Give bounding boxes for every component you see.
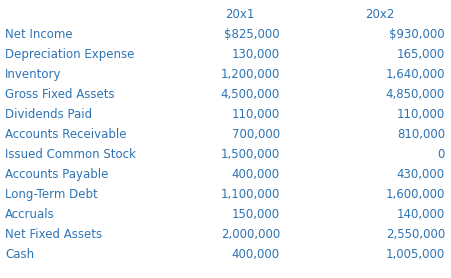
Text: 700,000: 700,000	[231, 128, 279, 141]
Text: $930,000: $930,000	[388, 28, 444, 41]
Text: 810,000: 810,000	[396, 128, 444, 141]
Text: 2,000,000: 2,000,000	[220, 228, 279, 241]
Text: Net Fixed Assets: Net Fixed Assets	[5, 228, 102, 241]
Text: Dividends Paid: Dividends Paid	[5, 108, 92, 121]
Text: 0: 0	[437, 148, 444, 161]
Text: 400,000: 400,000	[231, 168, 279, 181]
Text: 20x1: 20x1	[225, 8, 254, 21]
Text: 140,000: 140,000	[396, 208, 444, 221]
Text: 165,000: 165,000	[396, 48, 444, 61]
Text: $825,000: $825,000	[224, 28, 279, 41]
Text: 430,000: 430,000	[396, 168, 444, 181]
Text: Cash: Cash	[5, 248, 34, 261]
Text: 1,500,000: 1,500,000	[220, 148, 279, 161]
Text: 110,000: 110,000	[396, 108, 444, 121]
Text: 1,100,000: 1,100,000	[220, 188, 279, 201]
Text: 110,000: 110,000	[231, 108, 279, 121]
Text: 400,000: 400,000	[231, 248, 279, 261]
Text: Accruals: Accruals	[5, 208, 55, 221]
Text: Long-Term Debt: Long-Term Debt	[5, 188, 97, 201]
Text: Depreciation Expense: Depreciation Expense	[5, 48, 134, 61]
Text: 150,000: 150,000	[231, 208, 279, 221]
Text: 1,600,000: 1,600,000	[385, 188, 444, 201]
Text: 4,850,000: 4,850,000	[385, 88, 444, 101]
Text: Accounts Payable: Accounts Payable	[5, 168, 108, 181]
Text: 4,500,000: 4,500,000	[220, 88, 279, 101]
Text: Inventory: Inventory	[5, 68, 61, 81]
Text: Gross Fixed Assets: Gross Fixed Assets	[5, 88, 115, 101]
Text: 1,005,000: 1,005,000	[385, 248, 444, 261]
Text: Net Income: Net Income	[5, 28, 73, 41]
Text: 20x2: 20x2	[364, 8, 394, 21]
Text: Issued Common Stock: Issued Common Stock	[5, 148, 136, 161]
Text: 1,200,000: 1,200,000	[220, 68, 279, 81]
Text: Accounts Receivable: Accounts Receivable	[5, 128, 126, 141]
Text: 2,550,000: 2,550,000	[385, 228, 444, 241]
Text: 130,000: 130,000	[231, 48, 279, 61]
Text: 1,640,000: 1,640,000	[385, 68, 444, 81]
